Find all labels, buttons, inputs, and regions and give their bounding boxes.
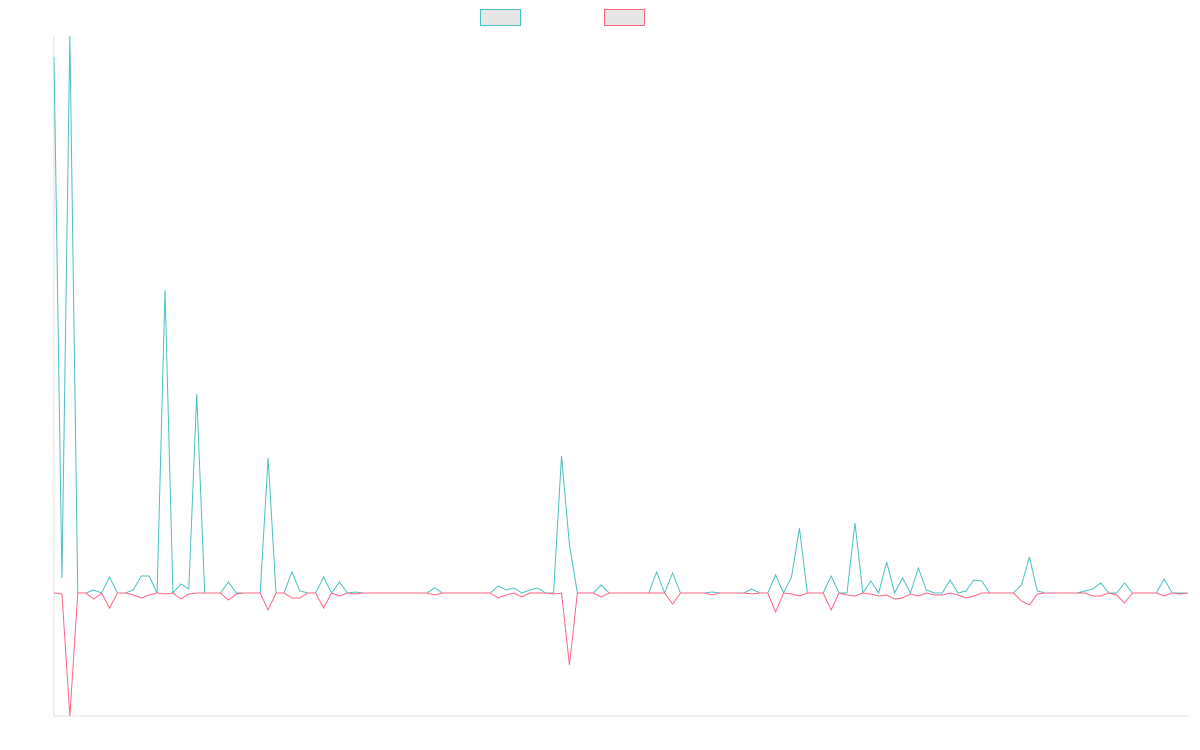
legend-swatch bbox=[480, 9, 521, 26]
line-series bbox=[53, 35, 1188, 595]
line-series bbox=[53, 592, 1189, 717]
legend-swatch bbox=[604, 9, 645, 26]
